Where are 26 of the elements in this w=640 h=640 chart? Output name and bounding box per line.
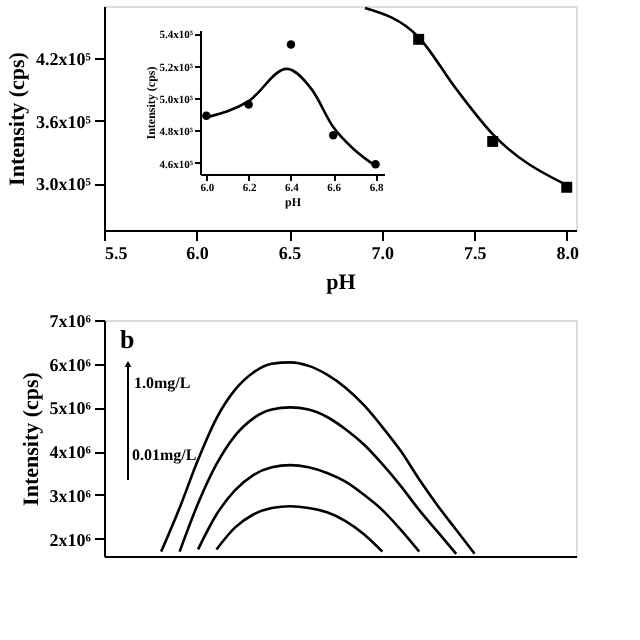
y-tick-label: 2x10⁶	[49, 529, 92, 550]
y-tick-label: 6x10⁶	[49, 354, 92, 375]
annotation: 1.0mg/L	[134, 374, 191, 392]
y-tick-label: 5x10⁶	[49, 398, 92, 419]
line-series	[215, 504, 384, 553]
x-tick-label: 7.0	[371, 243, 395, 263]
x-tick-label: 5.5	[105, 243, 129, 263]
y-tick-label: 4x10⁶	[49, 442, 92, 463]
x-tick-label: 6.0	[186, 243, 210, 263]
point	[286, 40, 296, 49]
annotation: 0.01mg/L	[132, 446, 197, 464]
point	[329, 130, 338, 140]
x-axis-title: pH	[326, 271, 357, 295]
y-tick-label: 3.0x10⁵	[36, 174, 92, 195]
x-tick-label: 7.5	[463, 243, 488, 263]
line-series	[196, 463, 421, 553]
y-axis-title: Intensity (cps)	[6, 51, 31, 186]
text: b	[120, 324, 135, 354]
y-tick-label: 4.2x10⁵	[36, 49, 92, 70]
y-tick-label: 3x10⁶	[49, 485, 92, 506]
y-tick-label: 7x10⁶	[49, 311, 92, 331]
x-tick-label: 8.0	[556, 243, 580, 263]
y-tick-label: 3.6x10⁵	[36, 111, 92, 132]
line-series	[205, 67, 377, 168]
y-axis-title: Intensity (cps)	[19, 371, 44, 506]
x-tick-label: 6.5	[278, 243, 303, 263]
